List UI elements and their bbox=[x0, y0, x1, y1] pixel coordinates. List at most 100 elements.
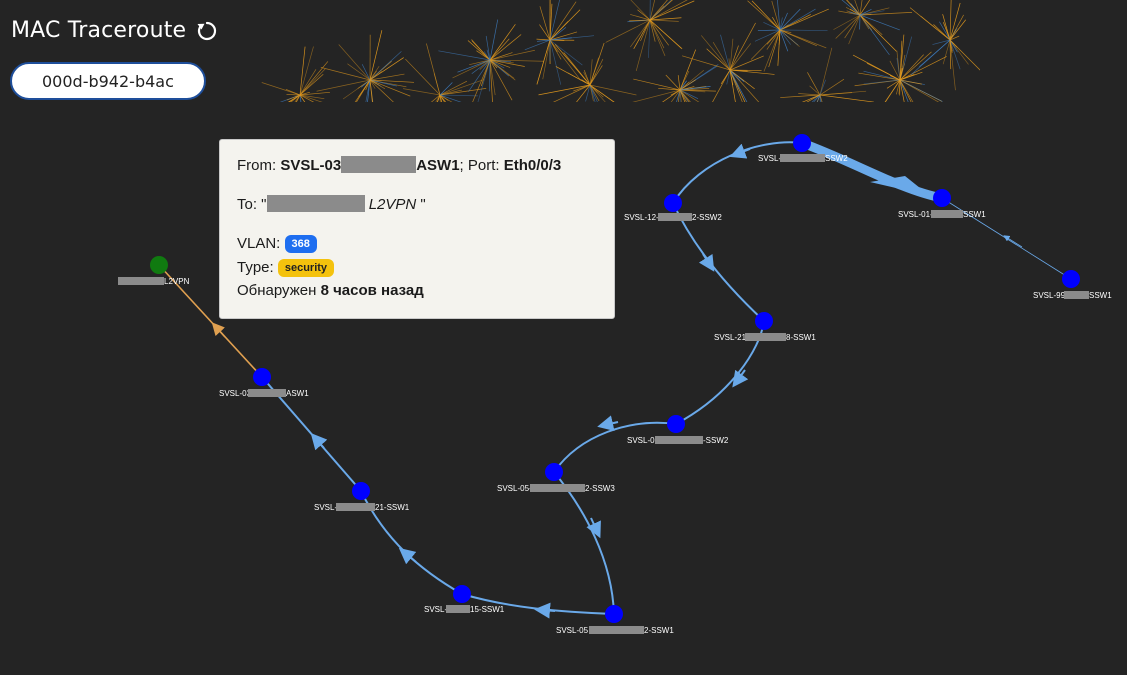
node-ssw1e-dot[interactable] bbox=[933, 189, 951, 207]
link-ssw2b-ssw1d-arrow bbox=[698, 253, 715, 272]
node-ssw1f-dot[interactable] bbox=[1062, 270, 1080, 288]
tooltip-to-row: To: " L2VPN " bbox=[237, 195, 597, 215]
node-ssw1d-dot[interactable] bbox=[755, 312, 773, 330]
node-ssw2a-label-suffix: -SSW2 bbox=[703, 436, 729, 445]
decorative-network-graphic bbox=[261, 0, 980, 102]
link-ssw1a-asw1-arrow bbox=[310, 433, 328, 451]
tooltip-detected-label: Обнаружен bbox=[237, 282, 317, 299]
link-tooltip: From: SVSL-03 ASW1; Port: Eth0/0/3 To: " … bbox=[219, 139, 615, 319]
page-title-text: MAC Traceroute bbox=[11, 18, 187, 43]
node-ssw1c-label-prefix: SVSL-05 bbox=[556, 626, 589, 635]
link-ssw1f-ssw1e-arrow bbox=[1003, 235, 1023, 248]
refresh-icon[interactable] bbox=[196, 20, 218, 42]
node-ssw2b-label-prefix: SVSL-12- bbox=[624, 213, 659, 222]
node-ssw1f[interactable]: SVSL-99 SSW1 bbox=[1033, 270, 1112, 300]
tooltip-from-device-suffix: ASW1 bbox=[416, 157, 460, 174]
node-ssw2a-dot[interactable] bbox=[667, 415, 685, 433]
node-ssw2b-label-suffix: 2-SSW2 bbox=[692, 213, 722, 222]
redaction bbox=[530, 484, 585, 492]
link-ssw1c-ssw1b-arrow bbox=[534, 602, 556, 619]
node-ssw1c[interactable]: SVSL-05 2-SSW1 bbox=[556, 605, 674, 635]
node-ssw2c[interactable]: SVSL- SSW2 bbox=[758, 134, 848, 163]
link-ssw1d-ssw2a-arrow bbox=[732, 369, 749, 388]
decorative-burst bbox=[605, 0, 695, 72]
decorative-burst bbox=[682, 22, 775, 102]
node-ssw1a-label-prefix: SVSL- bbox=[314, 503, 337, 512]
node-ssw1d[interactable]: SVSL-21 8-SSW1 bbox=[714, 312, 816, 342]
node-l2vpn-dot[interactable] bbox=[150, 256, 168, 274]
node-ssw1e-label-prefix: SVSL-01- bbox=[898, 210, 933, 219]
node-asw1[interactable]: SVSL-03 ASW1 bbox=[219, 368, 309, 398]
node-asw1-dot[interactable] bbox=[253, 368, 271, 386]
node-ssw2a-label-prefix: SVSL-0 bbox=[627, 436, 655, 445]
node-ssw3-label-prefix: SVSL-05- bbox=[497, 484, 532, 493]
type-badge: security bbox=[277, 259, 335, 277]
decorative-burst bbox=[261, 46, 330, 102]
node-ssw1f-label-prefix: SVSL-99 bbox=[1033, 291, 1066, 300]
redaction bbox=[931, 210, 963, 218]
redaction bbox=[589, 626, 644, 634]
decorative-burst bbox=[538, 42, 637, 102]
tooltip-from-device-prefix: SVSL-03 bbox=[280, 157, 342, 174]
graph-nodes: L2VPN SVSL-03 ASW1 SVSL- 21-SSW1 SVSL- 1… bbox=[118, 134, 1112, 635]
redaction bbox=[446, 605, 470, 613]
link-asw1-l2vpn-arrow bbox=[211, 322, 226, 338]
node-l2vpn-label: L2VPN bbox=[164, 277, 190, 286]
node-ssw1d-label-suffix: 8-SSW1 bbox=[786, 333, 816, 342]
node-ssw1a-dot[interactable] bbox=[352, 482, 370, 500]
decorative-burst bbox=[833, 0, 913, 56]
redaction bbox=[248, 389, 286, 397]
graph-links bbox=[158, 138, 1072, 619]
link-ssw1b-ssw1a-arrow bbox=[398, 547, 417, 565]
page-title: MAC Traceroute bbox=[11, 18, 218, 43]
redaction bbox=[655, 436, 703, 444]
node-ssw1b-label-prefix: SVSL- bbox=[424, 605, 447, 614]
redaction bbox=[745, 333, 786, 341]
node-ssw1c-dot[interactable] bbox=[605, 605, 623, 623]
node-ssw1e-label-suffix: SSW1 bbox=[963, 210, 986, 219]
redaction bbox=[658, 213, 692, 221]
redaction bbox=[118, 277, 164, 285]
node-ssw1b-dot[interactable] bbox=[453, 585, 471, 603]
tooltip-detected-value: 8 часов назад bbox=[320, 282, 424, 299]
node-ssw3-label-suffix: 2-SSW3 bbox=[585, 484, 615, 493]
link-ssw3-ssw1c-arrow bbox=[586, 517, 601, 539]
node-asw1-label-suffix: ASW1 bbox=[286, 389, 309, 398]
node-ssw2b[interactable]: SVSL-12- 2-SSW2 bbox=[624, 194, 722, 222]
tooltip-vlan-label: VLAN: bbox=[237, 235, 281, 252]
node-l2vpn[interactable]: L2VPN bbox=[118, 256, 190, 286]
decorative-burst bbox=[909, 0, 980, 91]
node-ssw2c-dot[interactable] bbox=[793, 134, 811, 152]
node-ssw2a[interactable]: SVSL-0 -SSW2 bbox=[627, 415, 729, 445]
node-ssw3-dot[interactable] bbox=[545, 463, 563, 481]
node-ssw1a-label-suffix: 21-SSW1 bbox=[375, 503, 410, 512]
node-ssw2c-label-prefix: SVSL- bbox=[758, 154, 781, 163]
node-ssw2c-label-suffix: SSW2 bbox=[825, 154, 848, 163]
decorative-burst bbox=[403, 43, 487, 102]
node-ssw1d-label-prefix: SVSL-21 bbox=[714, 333, 747, 342]
node-ssw1b[interactable]: SVSL- 15-SSW1 bbox=[424, 585, 505, 614]
node-asw1-label-prefix: SVSL-03 bbox=[219, 389, 252, 398]
node-ssw2b-dot[interactable] bbox=[664, 194, 682, 212]
tooltip-type-row: Type: security bbox=[237, 258, 597, 278]
decorative-burst bbox=[524, 0, 595, 85]
node-ssw1f-label-suffix: SSW1 bbox=[1089, 291, 1112, 300]
decorative-burst bbox=[632, 49, 719, 102]
tooltip-from-row: From: SVSL-03 ASW1; Port: Eth0/0/3 bbox=[237, 156, 597, 176]
decorative-burst bbox=[316, 30, 414, 102]
node-ssw1e[interactable]: SVSL-01- SSW1 bbox=[898, 189, 986, 219]
header: MAC Traceroute bbox=[0, 0, 1127, 110]
vlan-badge: 368 bbox=[284, 235, 317, 253]
link-ssw2c-ssw2b-arrow bbox=[729, 143, 751, 159]
redaction bbox=[780, 154, 825, 162]
tooltip-port-value: Eth0/0/3 bbox=[503, 157, 562, 174]
redaction bbox=[1064, 291, 1089, 299]
mac-address-input[interactable] bbox=[10, 62, 206, 100]
decorative-burst bbox=[852, 34, 947, 102]
node-ssw1a[interactable]: SVSL- 21-SSW1 bbox=[314, 482, 410, 512]
link-ssw3-ssw1c bbox=[553, 471, 615, 615]
redaction bbox=[266, 195, 365, 212]
tooltip-port-label: ; Port: bbox=[459, 157, 500, 174]
node-ssw3[interactable]: SVSL-05- 2-SSW3 bbox=[497, 463, 615, 493]
